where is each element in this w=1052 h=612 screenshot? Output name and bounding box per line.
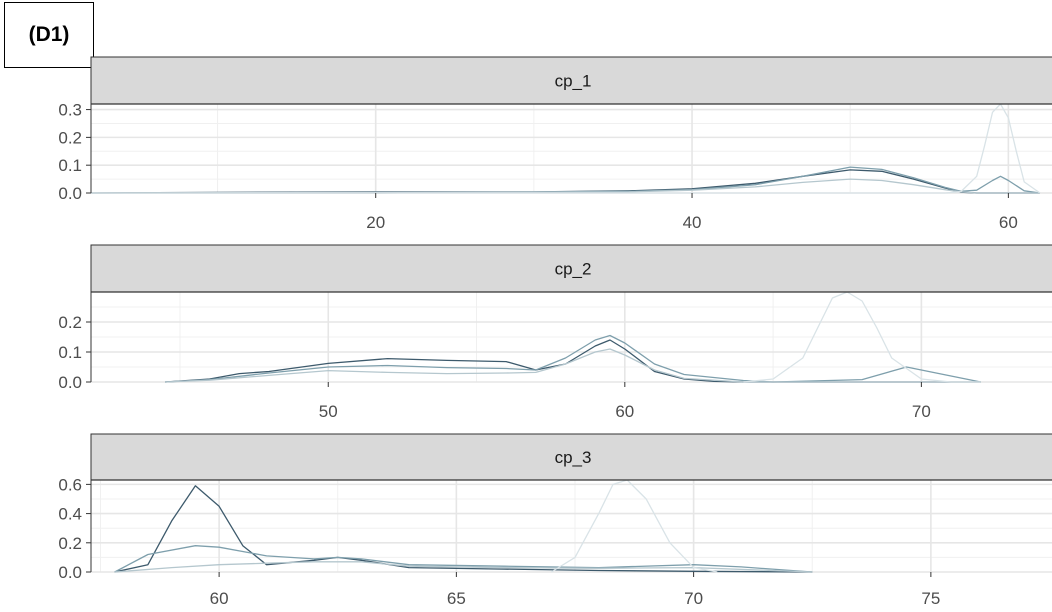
plot-area <box>91 480 1052 572</box>
plot-area <box>91 104 1052 193</box>
y-tick-label: 0.0 <box>58 373 82 392</box>
density-line-2 <box>114 545 813 573</box>
x-tick-label: 70 <box>684 589 703 608</box>
density-line-3 <box>165 348 981 383</box>
facet-strip-label: cp_1 <box>555 72 592 91</box>
y-tick-label: 0.2 <box>58 534 82 553</box>
x-tick-label: 50 <box>319 402 338 421</box>
x-tick-label: 60 <box>210 589 229 608</box>
y-tick-label: 0.2 <box>58 313 82 332</box>
x-tick-label: 40 <box>683 213 702 232</box>
facet-strip-label: cp_2 <box>555 260 592 279</box>
y-tick-label: 0.1 <box>58 343 82 362</box>
x-tick-label: 65 <box>447 589 466 608</box>
facet-cp_1: cp_1 0.0 0.1 0.2 0.3 20 40 60 <box>58 56 1052 232</box>
y-tick-label: 0.4 <box>58 505 82 524</box>
y-tick-label: 0.1 <box>58 156 82 175</box>
density-line-2 <box>165 334 981 383</box>
facet-cp_2: cp_2 0.0 0.1 0.2 50 60 70 <box>58 244 1052 421</box>
density-line-1 <box>114 485 813 573</box>
x-tick-label: 20 <box>366 213 385 232</box>
density-line-4 <box>743 291 981 383</box>
density-line-4 <box>91 103 1041 194</box>
facet-strip-label: cp_3 <box>555 448 592 467</box>
panel-label: (D1) <box>4 2 94 68</box>
x-tick-label: 70 <box>912 402 931 421</box>
y-tick-label: 0.6 <box>58 475 82 494</box>
y-tick-label: 0.0 <box>58 184 82 203</box>
density-line-3 <box>114 561 813 573</box>
facet-strip <box>90 56 1052 105</box>
density-line-3 <box>90 178 1040 194</box>
y-tick-label: 0.2 <box>58 128 82 147</box>
y-tick-label: 0.0 <box>58 563 82 582</box>
y-tick-label: 0.3 <box>58 101 82 120</box>
facet-strip <box>90 244 1052 293</box>
x-tick-label: 60 <box>615 402 634 421</box>
facet-cp_3: cp_3 0.0 0.2 0.4 0.6 60 65 70 75 <box>58 433 1052 608</box>
x-tick-label: 75 <box>921 589 940 608</box>
x-tick-label: 60 <box>999 213 1018 232</box>
